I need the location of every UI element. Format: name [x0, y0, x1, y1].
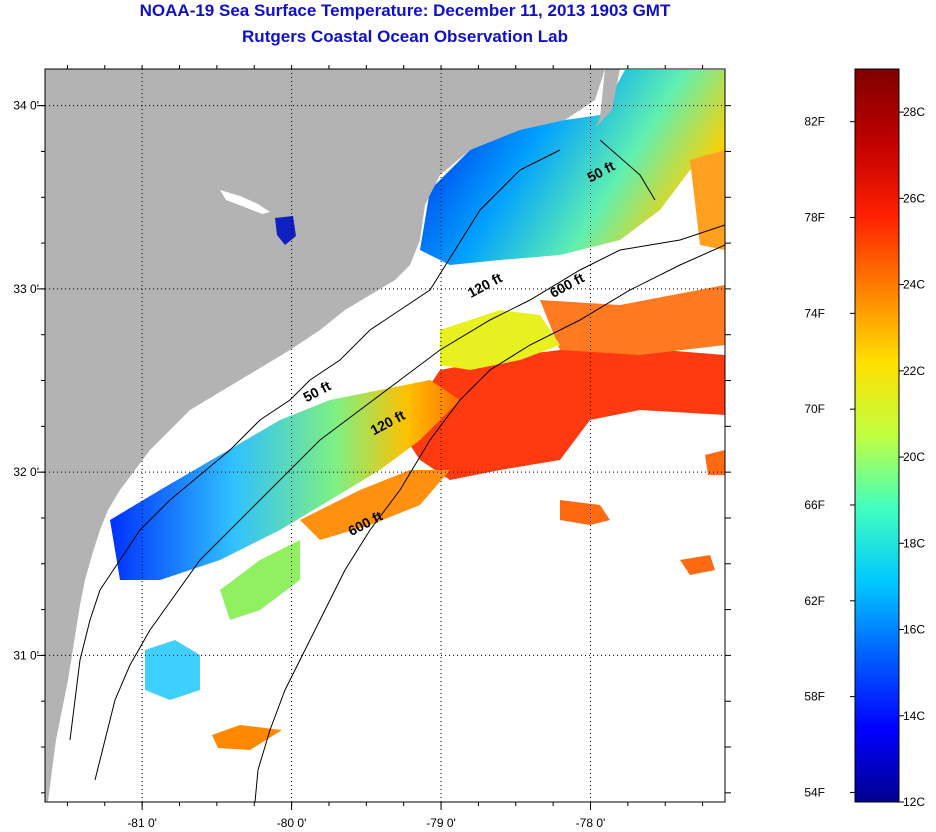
fahrenheit-tick-label: 66F	[804, 498, 825, 512]
contour-600ft	[254, 244, 725, 802]
celsius-tick-label: 20C	[903, 450, 925, 464]
celsius-tick-label: 14C	[903, 709, 925, 723]
sst-south-cyan	[145, 640, 200, 700]
fahrenheit-tick-label: 82F	[804, 115, 825, 129]
celsius-tick-label: 24C	[903, 278, 925, 292]
fahrenheit-tick-label: 58F	[804, 690, 825, 704]
lat-tick-label: 31 0'	[13, 648, 39, 662]
sst-south-green	[220, 540, 300, 620]
colorbar-ramp	[854, 68, 900, 803]
celsius-tick-label: 22C	[903, 364, 925, 378]
sst-north-cold	[420, 70, 725, 265]
lat-tick-label: 33 0'	[13, 282, 39, 296]
axis-ticks	[37, 65, 731, 810]
axis-labels: -81 0' -80 0' -79 0' -78 0' 34 0' 33 0' 32 0' 3…	[13, 99, 605, 830]
lat-tick-label: 34 0'	[13, 99, 39, 113]
celsius-tick-label: 18C	[903, 536, 925, 550]
celsius-tick-label: 16C	[903, 623, 925, 637]
contour-50ft	[69, 139, 656, 741]
barrier-islands	[595, 69, 620, 128]
fahrenheit-tick-label: 74F	[804, 306, 825, 320]
sst-shelf-band	[110, 380, 460, 580]
lon-tick-label: -79 0'	[426, 816, 456, 830]
sst-far-east	[690, 150, 725, 250]
celsius-tick-label: 26C	[903, 191, 925, 205]
lon-tick-label: -81 0'	[127, 816, 157, 830]
fahrenheit-tick-label: 70F	[804, 402, 825, 416]
map-subtitle: Rutgers Coastal Ocean Observation Lab	[242, 27, 568, 46]
contour-120ft	[94, 224, 725, 781]
celsius-tick-label: 28C	[903, 105, 925, 119]
sst-shelf-orange	[300, 470, 450, 540]
lon-tick-label: -78 0'	[576, 816, 606, 830]
fahrenheit-tick-label: 54F	[804, 785, 825, 799]
land-mass	[45, 69, 605, 802]
sst-east-warm	[540, 285, 725, 355]
colorbar-ticks: 12C 14C 16C 18C 20C 22C 24C 26C 28C 54F 58F 62F 66F 7…	[804, 105, 925, 809]
lat-tick-label: 32 0'	[13, 465, 39, 479]
graticule	[45, 69, 725, 802]
fahrenheit-tick-label: 78F	[804, 211, 825, 225]
map-frame	[44, 68, 726, 803]
lake-pale	[220, 190, 270, 214]
sst-east-spots	[560, 450, 725, 575]
map-title: NOAA-19 Sea Surface Temperature: Decembe…	[139, 1, 671, 20]
lake-dark	[275, 216, 296, 245]
sst-south-orange	[212, 725, 282, 750]
celsius-tick-label: 12C	[903, 795, 925, 809]
sst-midshelf	[440, 310, 560, 370]
fahrenheit-tick-label: 62F	[804, 594, 825, 608]
lon-tick-label: -80 0'	[277, 816, 307, 830]
